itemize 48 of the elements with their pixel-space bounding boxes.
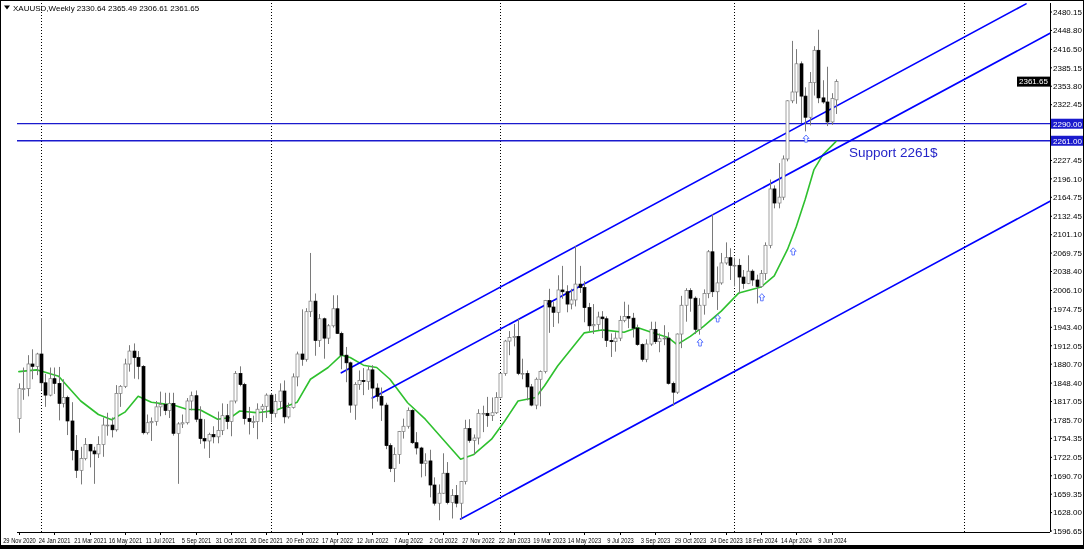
candlestick	[61, 378, 66, 408]
line-series	[18, 140, 837, 460]
y-tick-label: 1596.65	[1053, 526, 1083, 536]
y-tick-label: 2385.15	[1053, 63, 1083, 73]
y-tick-label: 2196.10	[1053, 174, 1083, 184]
y-tick-label: 2416.50	[1053, 45, 1083, 55]
candlestick	[264, 392, 269, 419]
y-tick-label: 1722.05	[1053, 453, 1083, 463]
y-tick-label: 2448.80	[1053, 26, 1083, 36]
y-tick-label: 1943.40	[1053, 323, 1083, 333]
annotation: 2361.65	[1019, 77, 1049, 87]
y-tick-label: 1785.70	[1053, 415, 1083, 425]
y-tick-label: 1880.70	[1053, 359, 1083, 369]
y-tick-label: 2480.15	[1053, 7, 1083, 17]
y-tick-label: 1912.05	[1053, 341, 1083, 351]
y-tick-label: 2132.45	[1053, 212, 1083, 222]
candlestick	[273, 393, 278, 418]
ref-line-label: 2290.00	[1053, 119, 1083, 129]
y-tick-label: 2069.75	[1053, 248, 1083, 258]
candlestick	[48, 367, 53, 397]
y-tick-label: 2353.80	[1053, 82, 1083, 92]
y-tick-label: 1659.35	[1053, 490, 1083, 499]
y-tick-label: 1817.05	[1053, 397, 1083, 407]
y-tick-label: 1690.70	[1053, 471, 1083, 481]
candlestick	[317, 313, 322, 348]
y-tick-label: 2101.10	[1053, 230, 1083, 240]
y-tick-label: 1974.75	[1053, 304, 1083, 314]
candlestick	[361, 367, 366, 396]
candlestick	[366, 365, 371, 391]
candlestick	[92, 446, 97, 485]
candlestick	[573, 245, 578, 307]
candlestick	[604, 315, 609, 348]
candlestick	[657, 332, 662, 353]
candlestick	[450, 488, 455, 519]
y-tick-label: 2322.45	[1053, 100, 1083, 110]
annotation: Support 2261$	[849, 144, 939, 160]
chart-title: XAUUSD,Weekly 2330.64 2365.49 2306.61 2361.65	[13, 3, 200, 13]
candlestick	[167, 392, 172, 419]
candlestick	[423, 452, 428, 477]
ref-line-label: 2261.00	[1053, 136, 1083, 146]
y-tick-label: 1628.00	[1053, 508, 1083, 518]
candlestick	[490, 396, 495, 422]
y-tick-label: 1754.35	[1053, 434, 1083, 444]
y-tick-label: 2038.40	[1053, 267, 1083, 277]
y-tick-label: 2164.75	[1053, 193, 1083, 203]
y-tick-label: 2227.45	[1053, 156, 1083, 166]
y-tick-label: 1848.40	[1053, 378, 1083, 388]
y-tick-label: 2006.10	[1053, 286, 1083, 296]
